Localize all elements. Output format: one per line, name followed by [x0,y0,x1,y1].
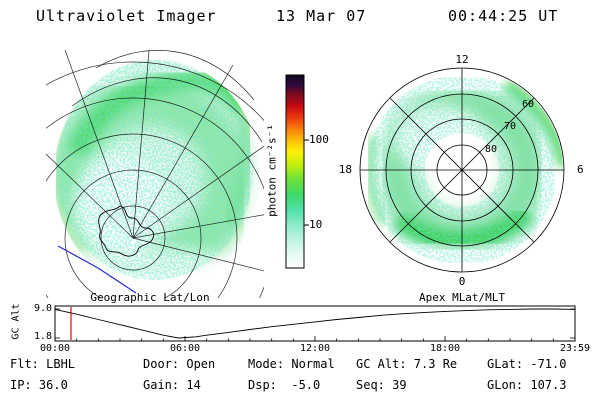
app-title: Ultraviolet Imager [36,7,217,25]
mlat-ring-label-80: 80 [485,144,498,155]
colorbar [285,74,309,269]
altitude-curve [54,308,576,339]
apex-image-blob [363,75,563,265]
colorbar-tick-10: 10 [309,218,323,231]
mlat-ring-label-60: 60 [522,99,535,110]
alt-ytick-9: 9.0 [33,303,52,314]
alt-xtick-1800: 18:00 [429,343,461,354]
status-door: Door: Open [143,357,216,371]
colorbar-tick-100: 100 [309,133,329,146]
time-display: 00:44:25 UT [448,7,559,25]
alt-xtick-0000: 00:00 [39,343,71,354]
right-panel-caption: Apex MLat/MLT [418,291,506,304]
mlt-label-12: 12 [455,53,469,66]
colorbar-units-label: photon cm⁻²s⁻¹ [265,124,279,217]
date-display: 13 Mar 07 [276,7,367,25]
mlt-label-0: 0 [458,275,466,288]
status-mode: Mode: Normal [248,357,335,371]
mlt-label-18: 18 [338,163,352,176]
status-gc-alt: GC Alt: 7.3 Re [356,357,458,371]
apex-grid [359,67,565,273]
status-gain: Gain: 14 [143,378,201,392]
altitude-plot [54,305,576,342]
alt-y-axis-label: GC Alt [10,303,22,340]
geo-grid [46,50,264,298]
alt-xtick-0600: 06:00 [169,343,201,354]
mlt-label-6: 6 [577,163,584,176]
status-dsp: Dsp: -5.0 [248,378,321,392]
status-flt: Flt: LBHL [10,357,76,371]
spacecraft-track [57,245,137,294]
status-glat: GLat: -71.0 [487,357,567,371]
status-glon: GLon: 107.3 [487,378,567,392]
alt-xtick-2359: 23:59 [559,343,591,354]
left-panel-caption: Geographic Lat/Lon [90,291,210,304]
mlat-ring-label-70: 70 [504,121,517,132]
status-ip: IP: 36.0 [10,378,68,392]
coastline [98,205,155,257]
alt-ytick-1.8: 1.8 [33,331,52,342]
status-seq: Seq: 39 [356,378,407,392]
alt-xtick-1200: 12:00 [299,343,331,354]
